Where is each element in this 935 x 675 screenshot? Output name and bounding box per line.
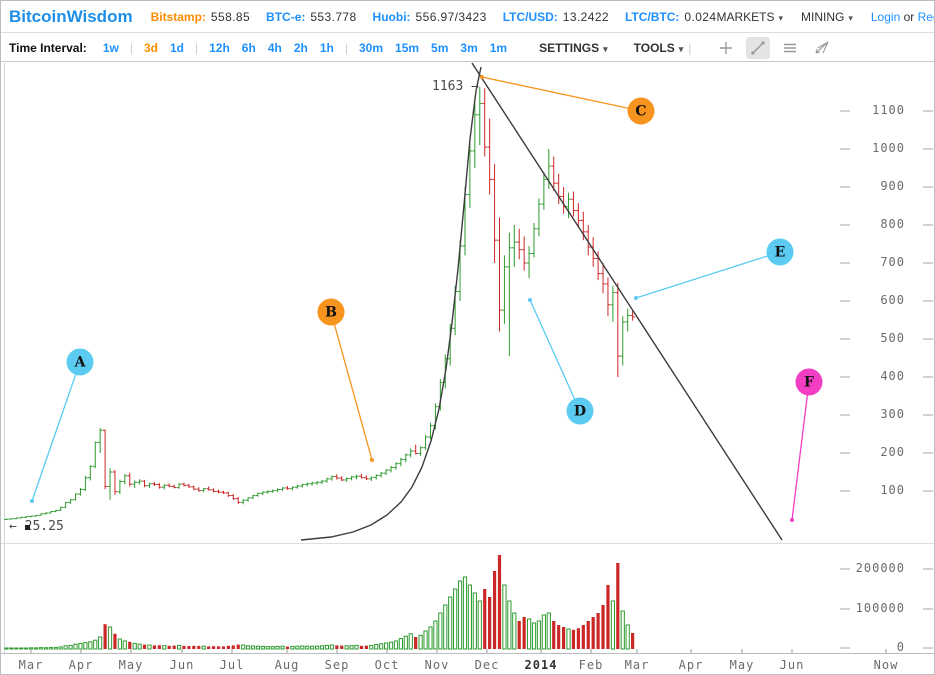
chevron-down-icon: ▾ (848, 12, 853, 23)
interval-group-separator: | (194, 40, 199, 55)
mining-menu-label: MINING (801, 9, 845, 24)
tools-menu[interactable]: TOOLS ▾ (634, 41, 684, 55)
top-bar: BitcoinWisdom Bitstamp: 558.85 BTC-e: 553.7… (1, 1, 934, 33)
marker-C-endpoint-dot[interactable] (480, 75, 484, 79)
or-text: or (903, 9, 915, 24)
candlestick-series (4, 87, 635, 520)
annotation-marker-F[interactable]: F (795, 368, 823, 396)
ticker-item[interactable]: LTC/USD: 13.2422 (503, 10, 609, 24)
marker-F-endpoint-dot[interactable] (790, 518, 794, 522)
ticker-value: 0.024 (684, 9, 717, 24)
crosshair-icon[interactable] (714, 37, 738, 59)
chevron-down-icon: ▾ (603, 43, 608, 54)
ticker-label: BTC-e: (266, 9, 306, 24)
ticker-item[interactable]: Huobi: 556.97/3423 (373, 10, 487, 24)
toolbar: Time Interval: 1w | 3d 1d | 12h 6h 4h 2h 1h | 30m 15… (1, 34, 934, 62)
ticker-value: 13.2422 (562, 9, 609, 24)
interval-4h[interactable]: 4h (267, 40, 282, 55)
interval-1m[interactable]: 1m (489, 40, 508, 55)
interval-selector: 1w | 3d 1d | 12h 6h 4h 2h 1h | 30m 15m 5m 3m 1m (97, 39, 513, 57)
interval-group-separator: | (344, 40, 348, 55)
time-interval-label: Time Interval: (9, 40, 87, 55)
horizontal-lines-icon[interactable] (778, 37, 802, 59)
auth-links: Login or Reg (870, 9, 934, 24)
ticker-label: Bitstamp: (150, 9, 206, 24)
chevron-down-icon: ▾ (678, 43, 684, 54)
annotation-marker-A[interactable]: A (66, 348, 94, 376)
annotation-marker-E[interactable]: E (766, 238, 794, 266)
ticker-item[interactable]: LTC/BTC: 0.024 (625, 10, 716, 24)
marker-E-leader-line (635, 255, 768, 299)
interval-5m[interactable]: 5m (431, 40, 449, 55)
ticker-value: 556.97/3423 (415, 9, 487, 24)
ticker-label: LTC/USD: (502, 9, 558, 24)
interval-group-separator: | (129, 40, 133, 55)
marker-D-leader-line (529, 299, 576, 400)
interval-15m[interactable]: 15m (395, 40, 420, 55)
settings-menu-label: SETTINGS (539, 40, 600, 55)
drawing-tools (714, 36, 834, 59)
interval-3m[interactable]: 3m (460, 40, 478, 55)
mining-menu[interactable]: MINING ▾ (801, 10, 853, 24)
interval-12h[interactable]: 12h (209, 40, 230, 55)
interval-1d[interactable]: 1d (169, 40, 184, 55)
ticker-label: Huobi: (372, 9, 411, 24)
app-logo[interactable]: BitcoinWisdom (9, 6, 133, 26)
annotation-marker-B[interactable]: B (317, 298, 345, 326)
interval-30m[interactable]: 30m (358, 40, 384, 55)
ticker-label: LTC/BTC: (624, 9, 680, 24)
marker-B-leader-line (333, 324, 373, 461)
volume-series (4, 555, 635, 650)
marker-D-endpoint-dot[interactable] (528, 298, 532, 302)
marker-C-leader-line (481, 76, 629, 109)
rising-trend-curve[interactable] (300, 66, 482, 541)
register-link[interactable]: Reg (917, 9, 934, 24)
interval-1h[interactable]: 1h (319, 40, 334, 55)
marker-E-endpoint-dot[interactable] (634, 296, 638, 300)
marker-A-endpoint-dot[interactable] (30, 499, 34, 503)
fan-lines-icon[interactable] (810, 37, 834, 59)
trendline-icon[interactable] (746, 36, 771, 59)
interval-3d[interactable]: 3d (143, 40, 158, 55)
login-link[interactable]: Login (870, 9, 901, 24)
markets-menu[interactable]: MARKETS ▾ (716, 10, 783, 24)
marker-B-endpoint-dot[interactable] (370, 458, 374, 462)
chevron-down-icon: ▾ (778, 12, 783, 23)
settings-menu[interactable]: SETTINGS ▾ (539, 41, 608, 55)
ticker-value: 558.85 (210, 9, 251, 24)
interval-6h[interactable]: 6h (241, 40, 256, 55)
ticker-item[interactable]: Bitstamp: 558.85 (151, 10, 250, 24)
marker-A-leader-line (31, 374, 77, 502)
ticker-value: 553.778 (310, 9, 357, 24)
descending-trend-line[interactable] (471, 62, 783, 541)
tools-menu-label: TOOLS (633, 40, 675, 55)
ticker-strip: Bitstamp: 558.85 BTC-e: 553.778 Huobi: 556.97… (151, 10, 717, 24)
markets-menu-label: MARKETS (716, 9, 775, 24)
interval-1w[interactable]: 1w (102, 40, 119, 55)
annotation-marker-D[interactable]: D (566, 397, 594, 425)
toolbar-separator: | (688, 40, 692, 55)
marker-F-leader-line (791, 394, 809, 521)
ticker-item[interactable]: BTC-e: 553.778 (266, 10, 357, 24)
annotation-marker-C[interactable]: C (627, 97, 655, 125)
interval-2h[interactable]: 2h (293, 40, 308, 55)
